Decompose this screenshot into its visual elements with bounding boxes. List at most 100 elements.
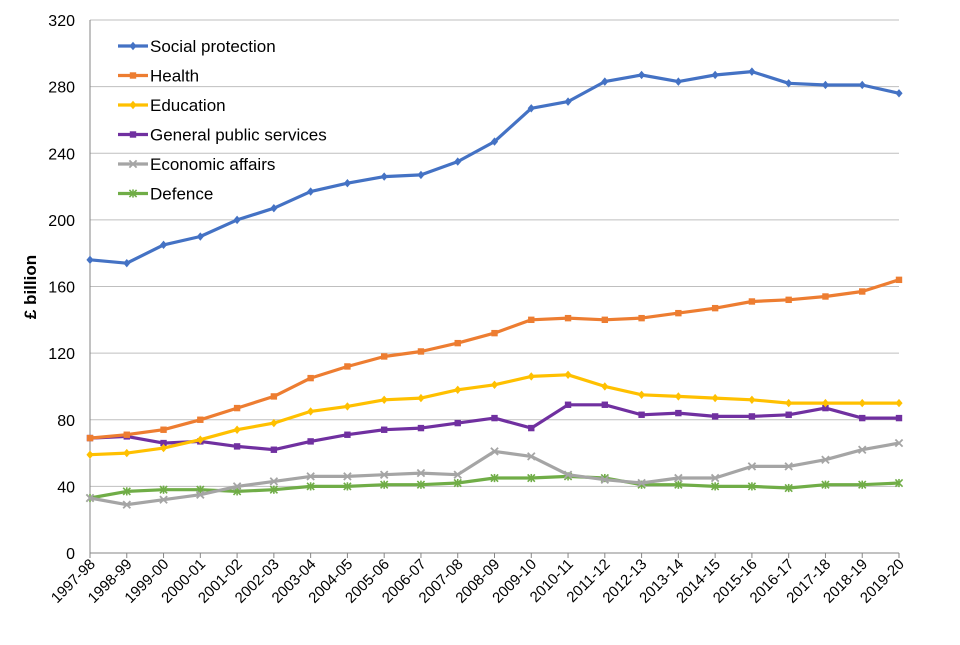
data-point-marker: [129, 100, 137, 110]
data-point-marker: [454, 419, 461, 427]
data-point-marker: [858, 80, 866, 90]
data-point-marker: [122, 500, 132, 509]
data-point-marker: [858, 480, 867, 489]
data-point-marker: [564, 97, 572, 106]
data-point-marker: [379, 470, 389, 479]
y-tick-label: 280: [48, 80, 75, 97]
data-point-marker: [748, 395, 756, 404]
data-point-marker: [785, 398, 793, 408]
data-point-marker: [674, 473, 683, 483]
legend-label: General public services: [150, 126, 327, 145]
data-point-marker: [343, 482, 352, 491]
data-point-marker: [859, 414, 866, 422]
data-point-marker: [527, 104, 535, 113]
data-point-marker: [600, 475, 610, 484]
data-point-marker: [270, 393, 278, 400]
data-point-marker: [858, 398, 866, 408]
y-tick-label: 40: [57, 479, 75, 496]
data-point-marker: [159, 240, 168, 250]
series-general-public-services: [86, 401, 903, 453]
data-point-marker: [748, 67, 756, 76]
data-point-marker: [86, 434, 94, 442]
data-point-marker: [527, 372, 535, 381]
data-point-marker: [233, 443, 241, 450]
y-tick-label: 0: [66, 546, 75, 563]
data-point-marker: [123, 448, 131, 458]
data-point-marker: [564, 370, 572, 379]
data-point-marker: [490, 137, 499, 146]
data-point-marker: [86, 450, 94, 459]
data-point-marker: [491, 414, 498, 422]
series-lines: [85, 67, 904, 509]
data-point-marker: [232, 482, 242, 491]
data-point-marker: [637, 390, 646, 399]
data-point-marker: [674, 392, 682, 401]
data-point-marker: [129, 72, 137, 79]
data-point-marker: [85, 493, 95, 503]
data-point-marker: [417, 424, 425, 432]
data-point-marker: [895, 89, 903, 98]
data-point-marker: [306, 472, 315, 481]
y-tick-label: 160: [48, 280, 75, 297]
data-point-marker: [123, 258, 131, 268]
legend-item: Social protection: [118, 37, 276, 56]
data-point-marker: [196, 490, 205, 499]
data-point-marker: [785, 411, 792, 418]
data-point-marker: [380, 426, 388, 433]
data-point-marker: [674, 480, 683, 489]
series-line: [89, 403, 899, 452]
data-point-marker: [674, 77, 682, 86]
data-point-marker: [711, 304, 719, 312]
data-point-marker: [490, 380, 499, 389]
data-point-marker: [343, 472, 352, 481]
data-point-marker: [86, 255, 94, 265]
data-point-marker: [159, 485, 168, 494]
data-point-marker: [784, 483, 793, 493]
data-point-marker: [416, 480, 426, 489]
data-point-marker: [490, 473, 499, 483]
data-point-marker: [748, 298, 756, 305]
legend-label: Economic affairs: [150, 155, 275, 174]
legend-item: General public services: [118, 126, 327, 145]
data-point-marker: [197, 416, 204, 423]
data-point-marker: [129, 131, 137, 138]
data-point-marker: [564, 401, 572, 408]
data-point-marker: [270, 446, 278, 453]
data-point-marker: [528, 424, 535, 432]
data-point-marker: [159, 495, 168, 504]
data-point-marker: [857, 445, 867, 454]
data-point-marker: [307, 374, 314, 382]
data-point-marker: [859, 288, 866, 295]
data-point-marker: [894, 438, 904, 448]
data-point-marker: [196, 435, 204, 444]
data-point-marker: [417, 170, 425, 180]
data-point-marker: [128, 189, 138, 198]
data-point-marker: [270, 418, 278, 428]
data-point-marker: [343, 179, 352, 188]
data-point-marker: [416, 468, 426, 478]
data-point-marker: [344, 431, 351, 438]
data-point-marker: [196, 232, 204, 241]
data-point-marker: [233, 404, 241, 412]
data-point-marker: [637, 478, 646, 488]
legend-label: Social protection: [150, 37, 276, 56]
data-point-marker: [490, 447, 499, 456]
data-point-marker: [269, 477, 279, 486]
data-point-marker: [417, 393, 425, 403]
data-point-marker: [564, 314, 572, 322]
data-point-marker: [601, 382, 609, 391]
data-point-marker: [453, 470, 462, 479]
data-point-marker: [527, 452, 536, 461]
data-point-marker: [269, 485, 279, 494]
data-point-marker: [637, 70, 646, 80]
data-point-marker: [784, 462, 793, 471]
data-point-marker: [710, 473, 720, 483]
data-point-marker: [527, 473, 536, 483]
data-point-marker: [895, 414, 903, 422]
data-point-marker: [128, 159, 138, 169]
data-point-marker: [710, 482, 720, 491]
data-point-marker: [821, 398, 830, 408]
series-education: [86, 370, 903, 459]
gridlines: [90, 19, 899, 487]
